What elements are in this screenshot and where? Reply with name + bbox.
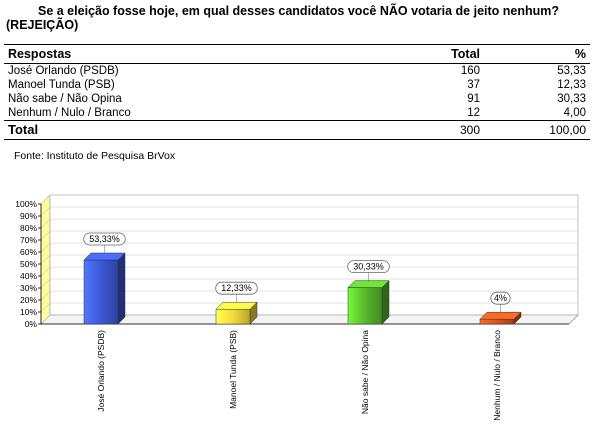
- row-label: Manoel Tunda (PSB): [8, 79, 115, 91]
- table-row: Nenhum / Nulo / Branco 12 4,00: [4, 106, 590, 121]
- table-total-row: Total 300 100,00: [4, 120, 590, 140]
- y-tick-label: 90%: [20, 211, 37, 221]
- table-header-row: Respostas Total %: [4, 44, 590, 64]
- row-total: 160: [460, 65, 480, 77]
- header-respostas: Respostas: [4, 44, 406, 64]
- y-tick-label: 100%: [15, 199, 37, 209]
- total-label: Total: [4, 120, 406, 140]
- header-pct: %: [484, 44, 590, 64]
- row-label: Não sabe / Não Opina: [8, 93, 122, 105]
- gridline: [40, 266, 578, 277]
- gridline: [40, 278, 578, 289]
- category-label: Não sabe / Não Opina: [360, 330, 370, 414]
- y-tick-label: 60%: [20, 247, 37, 257]
- total-pct: 100,00: [484, 120, 590, 140]
- gridline: [40, 242, 578, 253]
- gridline: [40, 194, 578, 205]
- gridline: [40, 290, 578, 301]
- data-label: 12,33%: [221, 283, 252, 293]
- row-total: 37: [467, 79, 480, 91]
- bar-top: [83, 252, 126, 261]
- y-tick-label: 80%: [20, 223, 37, 233]
- row-pct: 53,33: [557, 65, 586, 77]
- title-bullet: [20, 5, 30, 15]
- row-label: Nenhum / Nulo / Branco: [8, 107, 131, 119]
- bar-top: [347, 280, 390, 288]
- y-tick-label: 20%: [20, 295, 37, 305]
- category-label: Nenhum / Nulo / Branco: [492, 330, 502, 421]
- results-table: Respostas Total % José Orlando (PSDB) 16…: [4, 44, 590, 140]
- bar: [83, 259, 119, 325]
- gridline: [40, 302, 578, 313]
- data-label-bubble: [215, 281, 258, 295]
- data-label-bubble: [83, 232, 126, 246]
- bar: [215, 308, 251, 325]
- title-text: Se a eleição fosse hoje, em qual desses …: [6, 4, 560, 32]
- y-tick-label: 50%: [20, 259, 37, 269]
- y-tick-label: 30%: [20, 283, 37, 293]
- data-label-bubble: [347, 260, 390, 274]
- bar: [347, 287, 383, 325]
- category-label: José Orlando (PSDB): [96, 330, 106, 412]
- bar-side: [381, 280, 390, 325]
- gridline: [40, 230, 578, 241]
- source-note: Fonte: Instituto de Pesquisa BrVox: [14, 150, 176, 162]
- header-total: Total: [406, 44, 484, 64]
- table-row: Manoel Tunda (PSB) 37 12,33: [4, 78, 590, 92]
- gridline: [40, 254, 578, 265]
- bar-chart: 0% 10% 20% 30% 40% 50% 60% 70% 80% 90% 100% 53,33%…: [15, 194, 579, 421]
- table-row: José Orlando (PSDB) 160 53,33: [4, 64, 590, 79]
- y-tick-label: 0%: [25, 319, 38, 329]
- data-label: 4%: [494, 293, 507, 303]
- row-pct: 30,33: [557, 93, 586, 105]
- table-row: Não sabe / Não Opina 91 30,33: [4, 92, 590, 106]
- y-tick-label: 10%: [20, 307, 37, 317]
- row-pct: 4,00: [563, 107, 586, 119]
- row-total: 91: [467, 93, 480, 105]
- data-label: 53,33%: [89, 234, 120, 244]
- bar-side: [117, 252, 126, 325]
- y-tick-label: 70%: [20, 235, 37, 245]
- gridline: [40, 314, 578, 325]
- gridline: [40, 206, 578, 217]
- row-label: José Orlando (PSDB): [8, 65, 119, 77]
- bar-top: [215, 301, 258, 310]
- bar-top: [479, 311, 522, 320]
- total-count: 300: [406, 120, 484, 140]
- chart-title: Se a eleição fosse hoje, em qual desses …: [6, 4, 594, 32]
- y-tick-label: 40%: [20, 271, 37, 281]
- data-label: 30,33%: [353, 262, 384, 272]
- row-pct: 12,33: [557, 79, 586, 91]
- gridline: [40, 218, 578, 229]
- category-label: Manoel Tunda (PSB): [228, 330, 238, 409]
- row-total: 12: [467, 107, 480, 119]
- data-label-bubble: [490, 291, 511, 305]
- bar: [479, 318, 515, 325]
